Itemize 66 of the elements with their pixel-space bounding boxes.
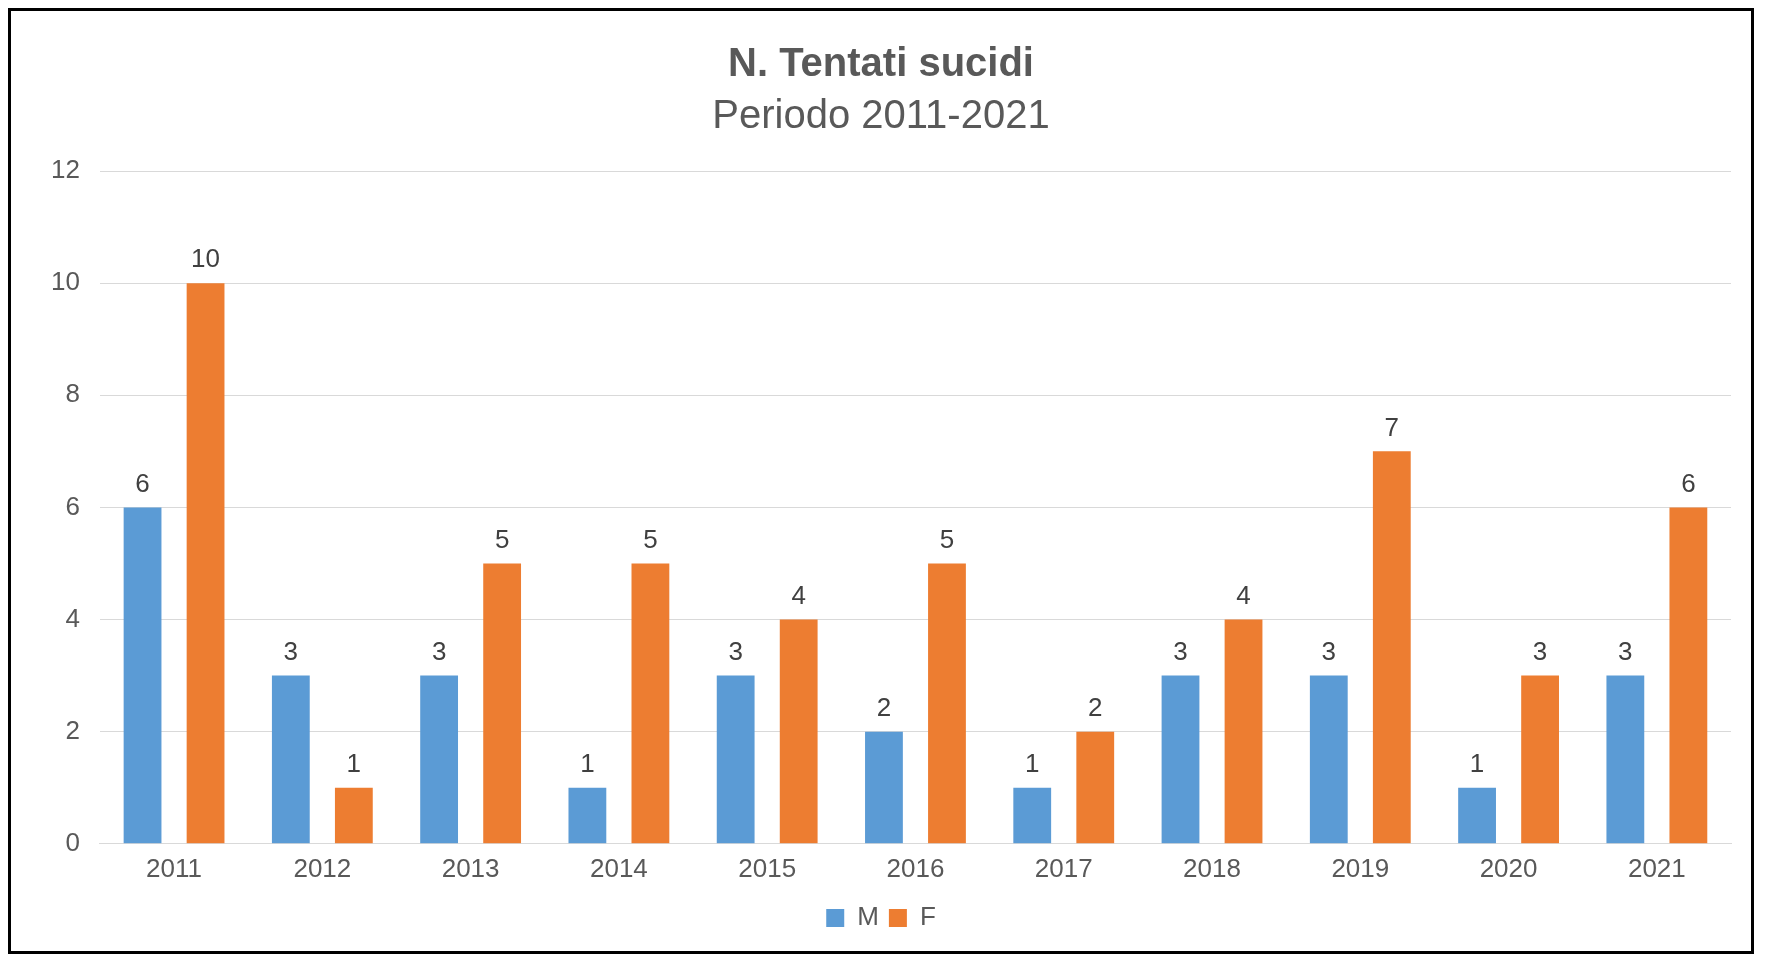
data-label: 6 [1681, 467, 1696, 498]
data-label: 1 [346, 747, 362, 778]
bar [123, 507, 162, 844]
data-label: 3 [1532, 635, 1548, 666]
chart-title: N. Tentati sucidi [728, 40, 1034, 85]
bar [1309, 675, 1348, 844]
x-tick-label: 2019 [1331, 852, 1390, 883]
y-tick-label: 8 [65, 378, 80, 409]
data-label: 4 [1236, 579, 1251, 610]
bar [483, 563, 522, 844]
data-label: 3 [1173, 635, 1188, 666]
y-tick-label: 4 [65, 602, 80, 633]
x-tick-label: 2011 [146, 852, 203, 883]
bar [1224, 619, 1263, 844]
data-label: 1 [1025, 747, 1040, 778]
data-label: 3 [283, 635, 299, 666]
bar [186, 283, 225, 844]
bar [1669, 507, 1708, 844]
x-tick-label: 2021 [1627, 852, 1686, 883]
legend-label: F [919, 901, 936, 932]
data-label: 3 [431, 635, 447, 666]
data-label: 4 [791, 579, 806, 610]
x-tick-label: 2015 [738, 852, 797, 883]
bar [1521, 675, 1559, 844]
x-tick-label: 2016 [886, 852, 945, 883]
data-label: 10 [191, 243, 221, 274]
y-tick-label: 6 [65, 490, 80, 521]
bar [334, 787, 373, 844]
y-tick-label: 10 [51, 266, 80, 297]
y-tick-label: 0 [65, 826, 80, 857]
x-tick-label: 2014 [589, 852, 648, 883]
chart-subtitle: Periodo 2011-2021 [712, 92, 1050, 137]
data-label: 3 [1618, 635, 1633, 666]
data-label: 7 [1384, 411, 1400, 442]
data-label: 1 [1469, 747, 1485, 778]
bar [631, 563, 670, 844]
data-label: 1 [580, 747, 595, 778]
bar [1013, 787, 1052, 844]
data-label: 2 [1088, 691, 1103, 722]
bar [1458, 787, 1496, 844]
bar [568, 787, 607, 844]
y-tick-label: 12 [51, 154, 80, 185]
legend-label: M [857, 901, 879, 932]
data-label: 3 [1321, 635, 1337, 666]
bar [271, 675, 310, 844]
x-tick-label: 2012 [293, 852, 352, 883]
bar [1161, 675, 1200, 844]
data-label: 5 [643, 523, 658, 554]
x-tick-label: 2013 [441, 852, 500, 883]
bar [1076, 731, 1115, 844]
data-label: 2 [876, 691, 892, 722]
data-label: 5 [939, 523, 955, 554]
y-tick-label: 2 [65, 714, 80, 745]
bar [779, 619, 818, 844]
bar [1606, 675, 1645, 844]
data-label: 3 [728, 635, 743, 666]
bar [1372, 451, 1411, 844]
bar [865, 731, 903, 844]
data-label: 6 [135, 467, 150, 498]
x-tick-label: 2020 [1479, 852, 1538, 883]
data-label: 5 [494, 523, 510, 554]
bar [716, 675, 755, 844]
x-tick-label: 2018 [1183, 852, 1241, 883]
x-tick-label: 2017 [1034, 852, 1093, 883]
bar [928, 563, 966, 844]
bar [420, 675, 459, 844]
